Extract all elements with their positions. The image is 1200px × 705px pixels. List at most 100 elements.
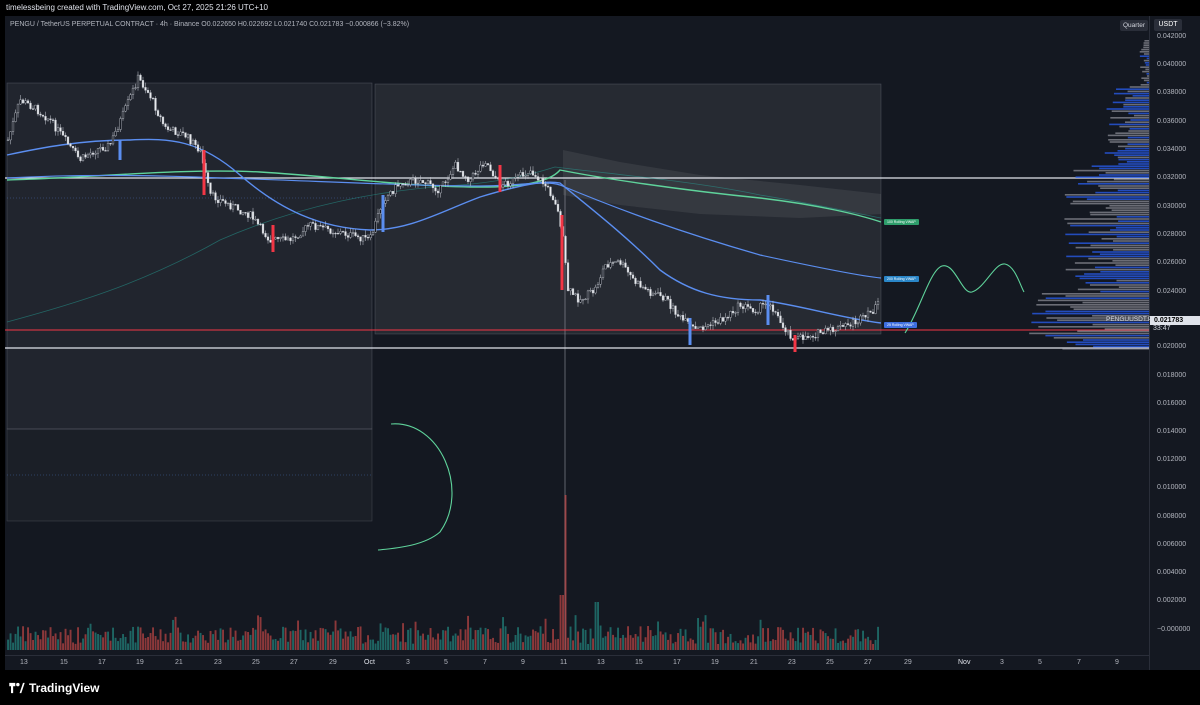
volume-profile-row <box>1072 200 1149 203</box>
candle-body <box>669 299 672 309</box>
symbol-price-tag: PENGUUSDT.P <box>1106 316 1153 323</box>
price-tick: 0.010000 <box>1157 484 1187 491</box>
candle-body <box>231 204 235 210</box>
candle-body <box>414 177 417 184</box>
volume-bar <box>482 634 484 650</box>
volume-bar <box>532 629 534 650</box>
candle-body <box>871 311 875 314</box>
candle-body <box>104 150 107 152</box>
volume-bar <box>17 626 19 650</box>
candle-body <box>606 264 610 268</box>
volume-profile-row <box>1128 130 1149 132</box>
volume-profile-row <box>1084 273 1149 275</box>
candle-body <box>714 320 717 323</box>
volume-profile-row <box>1143 42 1149 44</box>
volume-bar <box>469 627 472 650</box>
candle-body <box>409 179 412 185</box>
candle-body <box>711 320 715 326</box>
candle-body <box>466 176 470 182</box>
symbol-info[interactable]: PENGU / TetherUS PERPETUAL CONTRACT · 4h… <box>10 21 410 28</box>
volume-bar <box>644 637 647 650</box>
volume-bar <box>714 632 717 650</box>
time-axis[interactable] <box>5 655 1149 671</box>
candle-body <box>84 154 87 158</box>
volume-bar <box>642 641 644 650</box>
volume-bar <box>494 642 497 650</box>
brand-name: TradingView <box>29 681 100 695</box>
volume-profile-row <box>1041 293 1149 295</box>
candle-body <box>446 178 450 183</box>
candle-body <box>816 329 820 338</box>
time-tick: 3 <box>406 659 410 666</box>
volume-bar <box>419 635 422 650</box>
candle-body <box>181 131 185 133</box>
volume-profile-row <box>1098 185 1149 187</box>
candle-body <box>26 100 30 104</box>
volume-profile-row <box>1133 114 1149 117</box>
volume-profile-row <box>1104 152 1149 154</box>
time-tick: 23 <box>214 659 222 666</box>
candle-body <box>854 319 857 325</box>
volume-bar <box>864 638 867 650</box>
volume-bar <box>717 643 719 650</box>
volume-profile-row <box>1127 136 1149 139</box>
volume-bar <box>634 633 637 650</box>
volume-profile-row <box>1143 59 1149 62</box>
volume-bar <box>594 602 597 650</box>
volume-bar <box>242 635 244 650</box>
time-tick: 9 <box>521 659 525 666</box>
volume-bar <box>522 642 524 650</box>
volume-bar <box>777 627 779 650</box>
volume-bar <box>794 641 797 650</box>
price-tick: 0.032000 <box>1157 174 1187 181</box>
volume-bar <box>109 640 112 650</box>
candle-body <box>241 212 245 215</box>
volume-bar <box>387 628 389 650</box>
candle-body <box>666 296 670 300</box>
candle-body <box>176 134 180 136</box>
candle-body <box>234 204 237 206</box>
volume-bar <box>119 638 122 650</box>
candle-body <box>654 292 657 295</box>
volume-bar <box>474 630 477 650</box>
candle-body <box>601 268 605 278</box>
candle-body <box>631 274 635 279</box>
price-axis[interactable] <box>1149 16 1200 670</box>
candle-body <box>111 135 115 145</box>
candle-body <box>174 127 177 135</box>
volume-bar <box>669 634 672 650</box>
price-tick: 0.026000 <box>1157 259 1187 266</box>
volume-bar <box>842 640 844 650</box>
volume-bar <box>657 621 659 650</box>
candle-body <box>694 326 697 329</box>
volume-bar <box>692 639 694 650</box>
quarter-button[interactable]: Quarter <box>1120 20 1148 31</box>
candle-body <box>531 170 535 176</box>
volume-bar <box>517 627 519 650</box>
candle-body <box>379 209 382 214</box>
candle-body <box>216 199 220 203</box>
highlight-candle <box>202 150 206 195</box>
volume-bar <box>77 627 79 650</box>
candle-body <box>134 87 137 89</box>
volume-profile-row <box>1079 277 1149 280</box>
vwap-100-tag: 100 Rolling VWAP <box>884 219 919 225</box>
volume-bar <box>9 633 12 650</box>
volume-profile-row <box>1130 119 1149 121</box>
volume-bar <box>712 628 714 650</box>
volume-bar <box>152 627 154 650</box>
volume-profile-row <box>1115 132 1149 134</box>
volume-bar <box>604 636 607 650</box>
chart-pane[interactable] <box>5 16 1149 670</box>
candle-body <box>329 228 332 234</box>
candle-body <box>331 232 335 235</box>
currency-button[interactable]: USDT <box>1154 19 1182 31</box>
volume-profile-row <box>1109 141 1149 143</box>
candle-body <box>829 326 832 331</box>
candle-body <box>501 184 505 188</box>
volume-profile-row <box>1101 238 1149 240</box>
candle-body <box>406 184 410 186</box>
volume-bar <box>762 628 764 650</box>
time-tick: 21 <box>175 659 183 666</box>
